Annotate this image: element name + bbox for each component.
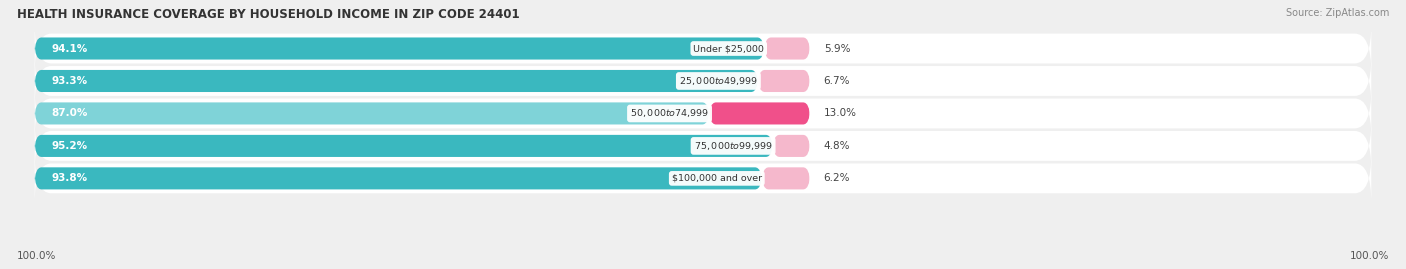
FancyBboxPatch shape bbox=[709, 102, 810, 125]
Text: $75,000 to $99,999: $75,000 to $99,999 bbox=[693, 140, 773, 152]
Text: HEALTH INSURANCE COVERAGE BY HOUSEHOLD INCOME IN ZIP CODE 24401: HEALTH INSURANCE COVERAGE BY HOUSEHOLD I… bbox=[17, 8, 519, 21]
Text: $50,000 to $74,999: $50,000 to $74,999 bbox=[630, 107, 709, 119]
Text: 100.0%: 100.0% bbox=[17, 251, 56, 261]
Text: $100,000 and over: $100,000 and over bbox=[672, 174, 762, 183]
FancyBboxPatch shape bbox=[35, 154, 1371, 202]
Text: 4.8%: 4.8% bbox=[824, 141, 851, 151]
Text: 13.0%: 13.0% bbox=[824, 108, 856, 118]
FancyBboxPatch shape bbox=[35, 135, 773, 157]
Text: 95.2%: 95.2% bbox=[51, 141, 87, 151]
Text: 87.0%: 87.0% bbox=[51, 108, 87, 118]
FancyBboxPatch shape bbox=[35, 102, 709, 125]
FancyBboxPatch shape bbox=[35, 122, 1371, 170]
FancyBboxPatch shape bbox=[758, 70, 810, 92]
Text: 6.2%: 6.2% bbox=[824, 174, 851, 183]
FancyBboxPatch shape bbox=[762, 167, 810, 189]
Text: 5.9%: 5.9% bbox=[824, 44, 851, 54]
Text: Source: ZipAtlas.com: Source: ZipAtlas.com bbox=[1285, 8, 1389, 18]
Text: 93.3%: 93.3% bbox=[51, 76, 87, 86]
Text: 6.7%: 6.7% bbox=[824, 76, 851, 86]
Text: $25,000 to $49,999: $25,000 to $49,999 bbox=[679, 75, 758, 87]
Text: 94.1%: 94.1% bbox=[51, 44, 87, 54]
FancyBboxPatch shape bbox=[35, 24, 1371, 73]
FancyBboxPatch shape bbox=[773, 135, 810, 157]
FancyBboxPatch shape bbox=[35, 57, 1371, 105]
FancyBboxPatch shape bbox=[35, 37, 765, 59]
FancyBboxPatch shape bbox=[35, 167, 762, 189]
FancyBboxPatch shape bbox=[765, 37, 810, 59]
FancyBboxPatch shape bbox=[35, 70, 758, 92]
FancyBboxPatch shape bbox=[35, 89, 1371, 137]
Text: 100.0%: 100.0% bbox=[1350, 251, 1389, 261]
Text: Under $25,000: Under $25,000 bbox=[693, 44, 765, 53]
Text: 93.8%: 93.8% bbox=[51, 174, 87, 183]
